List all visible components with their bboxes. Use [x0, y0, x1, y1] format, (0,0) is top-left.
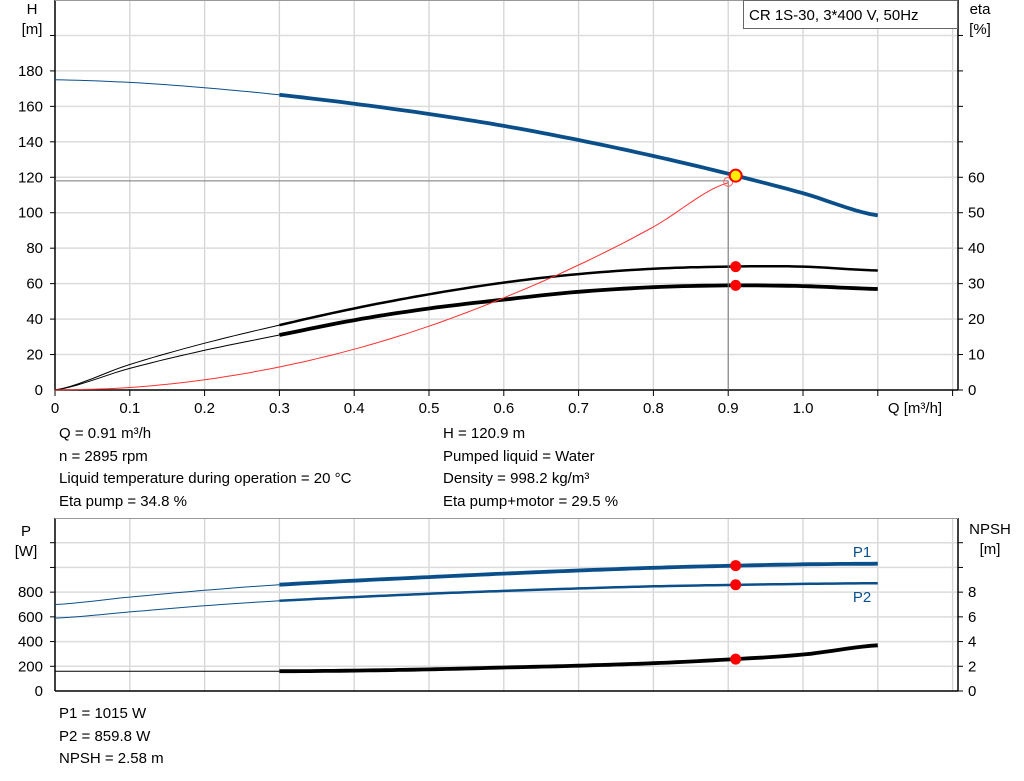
power-panel [50, 518, 963, 692]
x-axis-label: Q [m³/h] [888, 400, 942, 417]
hq-y-tick-label: 60 [26, 276, 43, 293]
power-y2-tick-label: 4 [968, 634, 976, 651]
hq-ylabel-left: H [27, 1, 38, 18]
hq-y-tick-label: 160 [18, 98, 43, 115]
hq-curve-eta_pump_motor [279, 283, 878, 337]
hq-ylabel-left-unit: [m] [22, 21, 43, 38]
legend-box-label: CR 1S-30, 3*400 V, 50Hz [749, 7, 919, 24]
x-tick-label: 1.0 [793, 400, 814, 417]
p2-marker [730, 579, 742, 591]
hq-y2-tick-label: 20 [968, 311, 985, 328]
info-eta-pump: Eta pump = 34.8 % [59, 492, 187, 510]
hq-y2-tick-label: 40 [968, 240, 985, 257]
info-density: Density = 998.2 kg/m³ [443, 470, 590, 487]
x-tick-label: 0.5 [419, 400, 440, 417]
info-p2: P2 = 859.8 W [59, 727, 151, 745]
x-tick-label: 0.6 [493, 400, 514, 417]
p1-series-label: P1 [853, 544, 871, 561]
info-top-right: H = 120.9 m Pumped liquid = Water Densit… [443, 423, 618, 513]
hq-curve-eta_pump_motor-extrapolated [54, 334, 280, 391]
power-ylabel-right: NPSH [969, 521, 1011, 538]
power-curve-P2-extrapolated [54, 600, 280, 619]
hq-y-tick-label: 140 [18, 134, 43, 151]
x-tick-label: 0.3 [269, 400, 290, 417]
legend-box [743, 0, 958, 29]
hq-y2-tick-label: 10 [968, 347, 985, 364]
power-y2-tick-label: 6 [968, 609, 976, 626]
p1-marker [730, 560, 742, 572]
power-y-tick-label: 200 [18, 658, 43, 675]
x-tick-label: 0 [51, 400, 59, 417]
hq-curve-H [279, 92, 879, 218]
npsh-marker [730, 653, 742, 665]
hq-y-tick-label: 180 [18, 63, 43, 80]
hq-y2-tick-label: 50 [968, 205, 985, 222]
hq-y-tick-label: 120 [18, 169, 43, 186]
info-npsh: NPSH = 2.58 m [59, 750, 164, 767]
power-y-tick-label: 0 [35, 683, 43, 700]
power-y2-tick-label: 0 [968, 683, 976, 700]
hq-ylabel-right-unit: [%] [969, 21, 991, 38]
power-y-tick-label: 400 [18, 634, 43, 651]
info-speed: n = 2895 rpm [59, 447, 148, 465]
hq-y-tick-label: 100 [18, 205, 43, 222]
power-y-tick-label: 800 [18, 584, 43, 601]
x-tick-label: 0.4 [344, 400, 365, 417]
info-eta-pump-motor: Eta pump+motor = 29.5 % [443, 492, 619, 510]
hq-curve-system_curve [54, 182, 729, 391]
x-tick-label: 0.1 [119, 400, 140, 417]
hq-curve-eta_pump-extrapolated [54, 324, 280, 391]
hq-curve-H-extrapolated [54, 79, 280, 96]
x-tick-label: 0.9 [718, 400, 739, 417]
hq-y-tick-label: 40 [26, 311, 43, 328]
hq-y2-tick-label: 30 [968, 276, 985, 293]
info-bottom: P1 = 1015 W P2 = 859.8 W NPSH = 2.58 m [59, 703, 164, 771]
info-temperature: Liquid temperature during operation = 20… [59, 470, 352, 487]
x-tick-label: 0.8 [643, 400, 664, 417]
x-tick-label: 0.2 [194, 400, 215, 417]
info-flow: Q = 0.91 m³/h [59, 425, 152, 442]
power-curve-P1 [279, 561, 878, 587]
power-y2-tick-label: 2 [968, 658, 976, 675]
info-p1: P1 = 1015 W [59, 705, 147, 722]
power-curve-P2 [279, 581, 878, 603]
info-liquid: Pumped liquid = Water [443, 447, 595, 465]
power-curve-NPSH [279, 643, 878, 674]
power-curve-P1-extrapolated [54, 584, 280, 605]
eta-pump-motor-marker [730, 279, 742, 291]
duty-point-marker [728, 168, 743, 183]
hq-y-tick-label: 0 [35, 382, 43, 399]
power-y-tick-label: 600 [18, 609, 43, 626]
power-ylabel-left-unit: [W] [15, 543, 38, 560]
hq-y2-tick-label: 60 [968, 169, 985, 186]
hq-curve-eta_pump [279, 264, 878, 327]
power-ylabel-left: P [21, 523, 31, 540]
power-ylabel-right-unit: [m] [980, 541, 1001, 558]
power-y2-tick-label: 8 [968, 584, 976, 601]
info-head: H = 120.9 m [443, 425, 526, 442]
hq-y2-tick-label: 0 [968, 382, 976, 399]
hq-y-tick-label: 20 [26, 347, 43, 364]
hq-ylabel-right: eta [970, 1, 992, 18]
x-tick-label: 0.7 [568, 400, 589, 417]
p2-series-label: P2 [853, 589, 871, 606]
info-top-left: Q = 0.91 m³/h n = 2895 rpm Liquid temper… [59, 423, 351, 513]
hq-y-tick-label: 80 [26, 240, 43, 257]
eta-pump-marker [730, 261, 742, 273]
hq-panel [50, 0, 963, 396]
